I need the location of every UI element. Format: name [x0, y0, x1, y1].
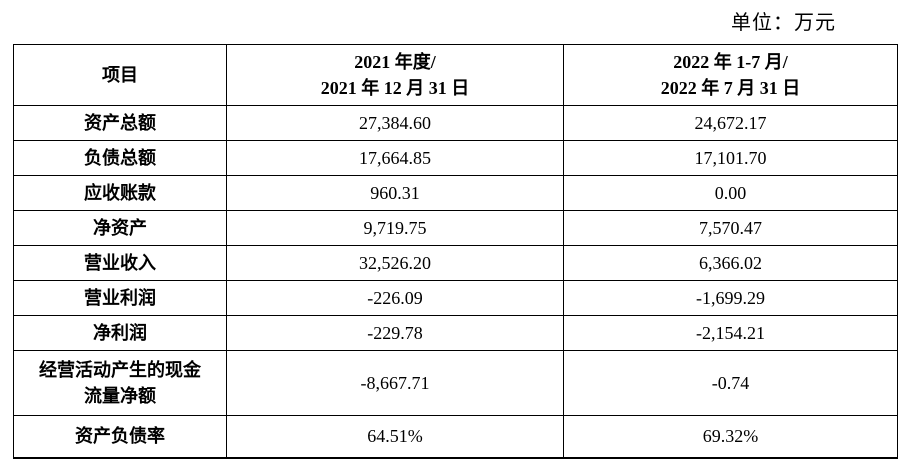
financial-summary-table: 项目 2021 年度/ 2021 年 12 月 31 日 2022 年 1-7 …	[13, 44, 898, 459]
table-row: 资产总额 27,384.60 24,672.17	[13, 105, 898, 141]
header-period-2021: 2021 年度/ 2021 年 12 月 31 日	[226, 44, 564, 106]
value-2022: -1,699.29	[563, 280, 898, 316]
row-label: 经营活动产生的现金 流量净额	[13, 350, 227, 416]
row-label: 负债总额	[13, 140, 227, 176]
row-label: 应收账款	[13, 175, 227, 211]
value-2021: -8,667.71	[226, 350, 564, 416]
value-2022: -0.74	[563, 350, 898, 416]
value-2021: -226.09	[226, 280, 564, 316]
table-row: 净资产 9,719.75 7,570.47	[13, 210, 898, 246]
table-row: 资产负债率 64.51% 69.32%	[13, 415, 898, 458]
row-label: 资产总额	[13, 105, 227, 141]
header-item: 项目	[13, 44, 227, 106]
value-2021: 32,526.20	[226, 245, 564, 281]
value-2021: 960.31	[226, 175, 564, 211]
header-period-2022: 2022 年 1-7 月/ 2022 年 7 月 31 日	[563, 44, 898, 106]
value-2021: 9,719.75	[226, 210, 564, 246]
value-2022: -2,154.21	[563, 315, 898, 351]
row-label: 资产负债率	[13, 415, 227, 458]
row-label: 净利润	[13, 315, 227, 351]
table-row: 经营活动产生的现金 流量净额 -8,667.71 -0.74	[13, 350, 898, 416]
value-2022: 17,101.70	[563, 140, 898, 176]
unit-label: 单位：万元	[731, 12, 836, 34]
value-2021: 27,384.60	[226, 105, 564, 141]
value-2022: 69.32%	[563, 415, 898, 458]
table-row: 应收账款 960.31 0.00	[13, 175, 898, 211]
row-label: 营业收入	[13, 245, 227, 281]
table-row: 营业利润 -226.09 -1,699.29	[13, 280, 898, 316]
table-row: 营业收入 32,526.20 6,366.02	[13, 245, 898, 281]
row-label: 净资产	[13, 210, 227, 246]
table-header-row: 项目 2021 年度/ 2021 年 12 月 31 日 2022 年 1-7 …	[13, 44, 898, 106]
value-2021: 64.51%	[226, 415, 564, 458]
value-2021: 17,664.85	[226, 140, 564, 176]
row-label: 营业利润	[13, 280, 227, 316]
table-row: 净利润 -229.78 -2,154.21	[13, 315, 898, 351]
value-2022: 6,366.02	[563, 245, 898, 281]
value-2022: 24,672.17	[563, 105, 898, 141]
table-row: 负债总额 17,664.85 17,101.70	[13, 140, 898, 176]
value-2022: 0.00	[563, 175, 898, 211]
value-2021: -229.78	[226, 315, 564, 351]
value-2022: 7,570.47	[563, 210, 898, 246]
